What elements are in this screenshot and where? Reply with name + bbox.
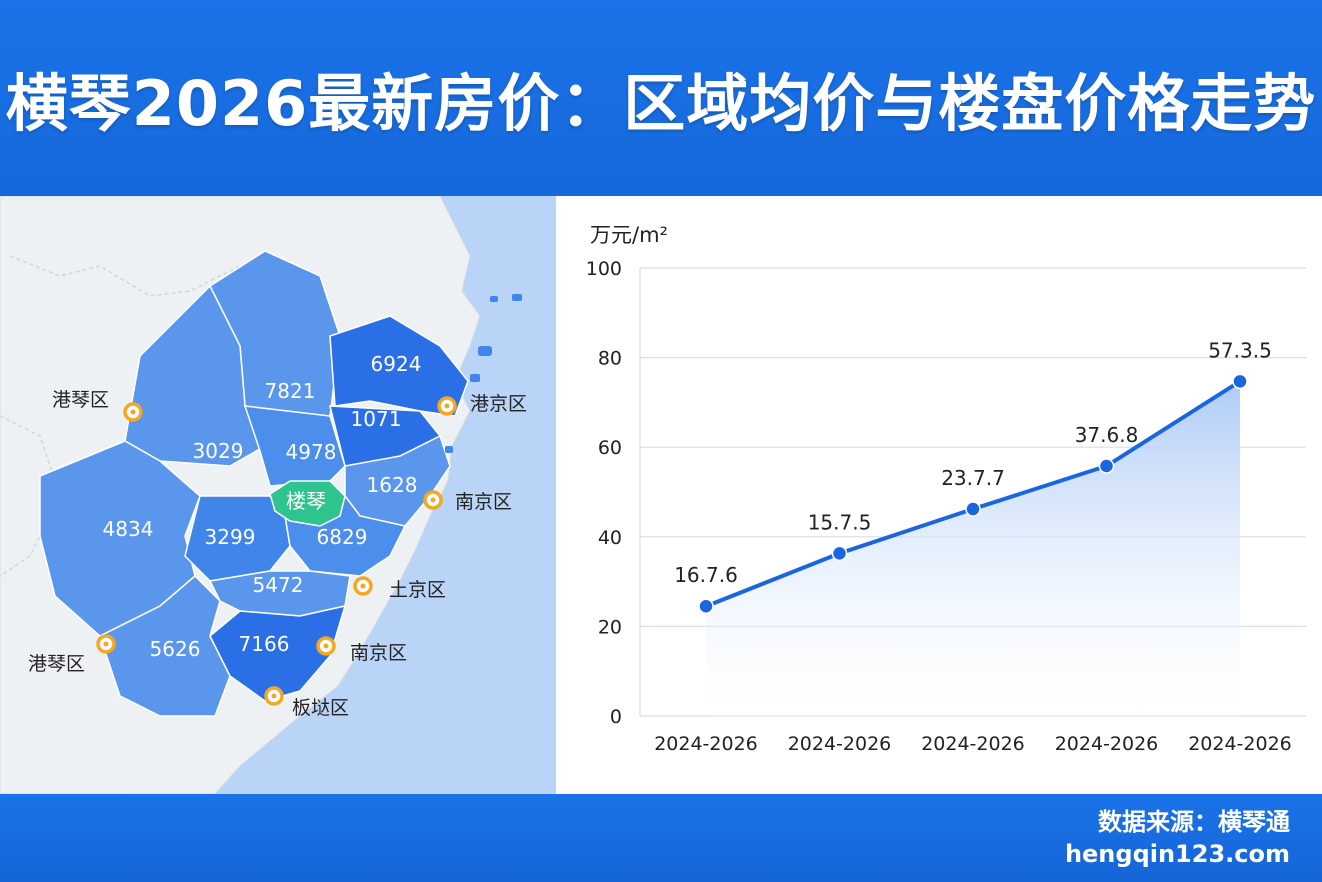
- y-axis-label: 万元/m²: [590, 223, 668, 247]
- location-marker-dot: [103, 641, 109, 647]
- place-label: 港琴区: [52, 389, 109, 411]
- data-label: 57.3.5: [1208, 338, 1272, 362]
- district-value-3299: 3299: [205, 525, 256, 549]
- data-point[interactable]: [1232, 373, 1248, 390]
- district-value-4978: 4978: [286, 440, 337, 464]
- price-chart: 万元/m² 0 20 40 60 80 100 16.7.6 15.7.5 23.7.7 37.…: [556, 196, 1322, 794]
- header-banner: 横琴2026最新房价：区域均价与楼盘价格走势: [0, 0, 1322, 196]
- x-tick-label: 2024-2026: [788, 733, 892, 755]
- location-marker-dot: [271, 693, 277, 699]
- district-value-4834: 4834: [103, 517, 154, 541]
- data-label: 23.7.7: [941, 466, 1005, 490]
- place-label: 土京区: [389, 579, 446, 601]
- district-value-1628: 1628: [367, 473, 418, 497]
- area-fill: [706, 381, 1240, 716]
- district-value-7821: 7821: [265, 379, 316, 403]
- chart-svg: 万元/m² 0 20 40 60 80 100 16.7.6 15.7.5 23.7.7 37.…: [586, 223, 1306, 755]
- y-tick-label: 80: [598, 348, 622, 370]
- source-text: 数据来源：横琴通: [1098, 808, 1290, 836]
- point-layer: [698, 373, 1248, 614]
- y-tick-label: 20: [598, 616, 622, 638]
- district-value-7166: 7166: [239, 632, 290, 656]
- x-tick-label: 2024-2026: [1055, 733, 1159, 755]
- district-value-1071: 1071: [351, 407, 402, 431]
- y-tick-label: 0: [610, 706, 622, 728]
- location-marker-dot: [430, 497, 436, 503]
- y-tick-label: 60: [598, 437, 622, 459]
- y-tick-label: 100: [586, 258, 622, 280]
- data-label: 16.7.6: [674, 563, 738, 587]
- district-value-5626: 5626: [150, 637, 201, 661]
- place-label: 板垯区: [292, 697, 349, 719]
- district-6924[interactable]: [329, 315, 469, 417]
- place-label: 港琴区: [28, 653, 85, 675]
- location-marker-dot: [360, 583, 366, 589]
- data-label: 15.7.5: [808, 510, 872, 534]
- location-marker-dot: [130, 409, 136, 415]
- data-point[interactable]: [831, 545, 848, 562]
- district-value-layer: 6924 7821 1071 3029 4978 1628 4834 3299 6829 5472…: [103, 352, 422, 661]
- district-value-5472: 5472: [253, 573, 304, 597]
- source-url[interactable]: hengqin123.com: [1064, 840, 1290, 868]
- x-tick-label: 2024-2026: [1188, 733, 1292, 755]
- district-layer: [39, 250, 469, 717]
- location-marker-dot: [444, 403, 450, 409]
- place-label: 港京区: [470, 393, 527, 415]
- footer-banner: 数据来源：横琴通 hengqin123.com: [0, 794, 1322, 882]
- district-value-6829: 6829: [317, 525, 368, 549]
- x-tick-label: 2024-2026: [654, 733, 758, 755]
- province-boundary: [9, 255, 241, 297]
- district-value-6924: 6924: [371, 352, 422, 376]
- district-7166[interactable]: [209, 604, 347, 702]
- place-label: 南京区: [455, 491, 512, 513]
- data-point[interactable]: [1098, 458, 1115, 474]
- district-map: 6924 7821 1071 3029 4978 1628 4834 3299 6829 5472…: [0, 196, 556, 794]
- source-block: 数据来源：横琴通 hengqin123.com: [1065, 806, 1290, 870]
- data-point[interactable]: [698, 598, 714, 614]
- islands: [445, 294, 522, 453]
- place-label: 南京区: [350, 642, 407, 664]
- page-title: 横琴2026最新房价：区域均价与楼盘价格走势: [5, 67, 1317, 140]
- data-point[interactable]: [965, 501, 981, 517]
- district-highlight[interactable]: [269, 480, 346, 527]
- map-svg: 6924 7821 1071 3029 4978 1628 4834 3299 6829 5472…: [0, 196, 527, 794]
- data-label-layer: 16.7.6 15.7.5 23.7.7 37.6.8 57.3.5: [674, 338, 1272, 587]
- x-tick-label: 2024-2026: [921, 733, 1025, 755]
- data-label: 37.6.8: [1075, 423, 1139, 447]
- y-tick-label: 40: [598, 527, 622, 549]
- location-marker-dot: [323, 643, 329, 649]
- x-tick-layer: 2024-2026 2024-2026 2024-2026 2024-2026 2024…: [654, 733, 1292, 755]
- area-layer: [706, 381, 1240, 716]
- district-value-3029: 3029: [193, 439, 244, 463]
- highlight-label: 楼琴: [286, 489, 326, 513]
